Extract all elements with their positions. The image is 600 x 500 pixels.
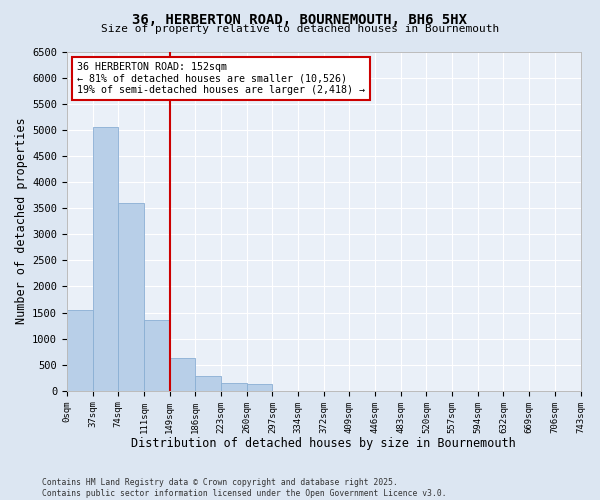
Text: 36 HERBERTON ROAD: 152sqm
← 81% of detached houses are smaller (10,526)
19% of s: 36 HERBERTON ROAD: 152sqm ← 81% of detac… [77,62,365,95]
Y-axis label: Number of detached properties: Number of detached properties [15,118,28,324]
Bar [170,358,195,391]
Text: 36, HERBERTON ROAD, BOURNEMOUTH, BH6 5HX: 36, HERBERTON ROAD, BOURNEMOUTH, BH6 5HX [133,12,467,26]
Bar [92,127,118,391]
X-axis label: Distribution of detached houses by size in Bournemouth: Distribution of detached houses by size … [131,437,516,450]
Bar [247,384,272,391]
Bar [118,203,144,391]
Bar [144,320,170,391]
Bar [195,376,221,391]
Text: Size of property relative to detached houses in Bournemouth: Size of property relative to detached ho… [101,24,499,34]
Text: Contains HM Land Registry data © Crown copyright and database right 2025.
Contai: Contains HM Land Registry data © Crown c… [42,478,446,498]
Bar [67,310,92,391]
Bar [221,382,247,391]
